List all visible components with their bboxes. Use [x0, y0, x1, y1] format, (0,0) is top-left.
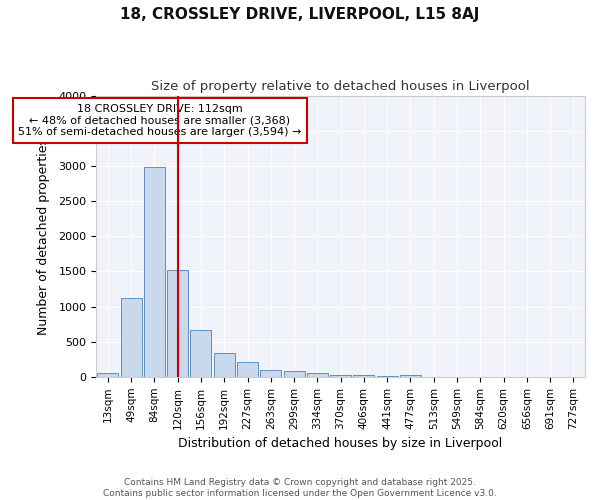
Bar [121, 298, 142, 377]
Bar [260, 370, 281, 377]
Bar [377, 376, 398, 377]
Bar [190, 330, 211, 377]
Title: Size of property relative to detached houses in Liverpool: Size of property relative to detached ho… [151, 80, 530, 93]
Bar [214, 353, 235, 377]
Bar [307, 374, 328, 377]
Bar [400, 374, 421, 377]
Bar [284, 371, 305, 377]
Y-axis label: Number of detached properties: Number of detached properties [37, 138, 50, 334]
Bar [237, 362, 258, 377]
Text: Contains HM Land Registry data © Crown copyright and database right 2025.
Contai: Contains HM Land Registry data © Crown c… [103, 478, 497, 498]
Bar [167, 270, 188, 377]
X-axis label: Distribution of detached houses by size in Liverpool: Distribution of detached houses by size … [178, 437, 503, 450]
Bar [330, 375, 351, 377]
Bar [97, 374, 118, 377]
Bar [144, 168, 165, 377]
Text: 18 CROSSLEY DRIVE: 112sqm
← 48% of detached houses are smaller (3,368)
51% of se: 18 CROSSLEY DRIVE: 112sqm ← 48% of detac… [18, 104, 301, 137]
Bar [353, 376, 374, 377]
Text: 18, CROSSLEY DRIVE, LIVERPOOL, L15 8AJ: 18, CROSSLEY DRIVE, LIVERPOOL, L15 8AJ [121, 8, 479, 22]
